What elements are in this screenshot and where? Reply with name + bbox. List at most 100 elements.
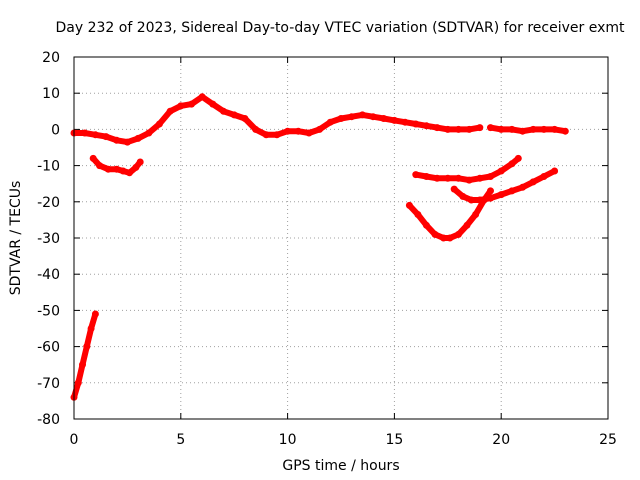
data-point [369,113,377,121]
data-point [284,127,292,135]
data-point [337,115,345,122]
y-tick-label: -10 [37,159,60,175]
data-point [177,102,185,110]
data-point [487,187,494,195]
y-tick-label: -50 [37,303,60,319]
data-point [422,173,430,180]
data-point [440,234,447,242]
grid-lines [74,57,608,419]
data-point [487,124,494,132]
data-point [529,178,537,186]
data-point [83,343,91,351]
data-point [529,125,537,133]
y-axis-label: SDTVAR / TECUs [8,181,24,296]
data-point [89,154,97,162]
data-point [405,201,413,209]
data-point [126,169,133,177]
data-point [81,129,89,137]
data-point [316,125,324,133]
data-series [70,93,569,401]
data-point [497,125,505,133]
data-point [294,127,302,135]
data-point [113,136,121,144]
data-point [433,124,441,132]
data-point [390,116,398,124]
data-point [414,211,422,218]
data-point [519,127,527,135]
data-point [119,167,127,175]
x-tick-label: 20 [492,432,510,448]
data-point [551,125,559,133]
data-point [455,174,462,182]
data-point [519,183,527,191]
data-point [273,131,281,139]
y-tick-label: 0 [51,122,60,138]
data-point [465,125,473,133]
y-tick-label: 20 [42,50,60,66]
data-point [508,125,516,133]
y-tick-label: -80 [37,412,60,428]
data-point [155,120,163,128]
data-point [87,325,95,332]
data-point [422,221,430,229]
data-point [262,131,270,139]
data-point [91,310,99,318]
data-point [508,160,516,168]
data-point [497,191,505,199]
data-point [104,165,112,173]
data-point [132,163,140,171]
data-point [444,125,452,133]
data-point [230,111,238,119]
data-point [551,167,559,175]
data-point [412,171,420,179]
y-tick-label: -60 [37,340,60,356]
data-point [91,131,99,139]
y-tick-label: -70 [37,376,60,392]
data-point [422,122,430,130]
data-point [79,361,86,369]
data-point [401,118,409,126]
data-point [113,165,121,173]
data-point [508,187,516,195]
data-point [497,167,505,175]
y-tick-label: -20 [37,195,60,211]
x-tick-label: 25 [599,432,617,448]
data-point [123,138,131,146]
data-point [102,133,110,141]
data-point [431,230,439,238]
data-point [455,230,462,238]
data-point [326,118,334,126]
plot-frame [73,56,609,420]
data-point [198,93,206,101]
data-point [487,194,494,202]
data-point [209,100,217,108]
data-point [96,162,104,170]
data-point [446,234,454,242]
data-point [412,120,420,128]
data-point [561,127,569,135]
data-point [188,100,195,108]
data-point [476,124,484,132]
chart-title: Day 232 of 2023, Sidereal Day-to-day VTE… [56,20,626,36]
data-point [380,115,388,122]
data-point [476,196,484,204]
data-point [74,379,82,387]
x-tick-label: 10 [279,432,297,448]
data-point [433,174,441,182]
x-tick-label: 15 [385,432,403,448]
data-point [455,125,462,133]
data-point [358,111,366,119]
y-tick-label: -30 [37,231,60,247]
tick-labels: 0 5 10 15 20 25 -80 -70 -60 -50 -40 -30 -20 -10 0 10 20 [37,50,617,448]
data-point [450,185,458,193]
data-point [348,113,356,121]
x-tick-label: 5 [176,432,185,448]
data-point [476,174,484,182]
data-point [463,221,471,229]
data-point [252,125,260,133]
y-tick-label: 10 [42,86,60,102]
data-point [487,173,494,180]
data-point [514,154,522,162]
data-point [472,211,480,218]
